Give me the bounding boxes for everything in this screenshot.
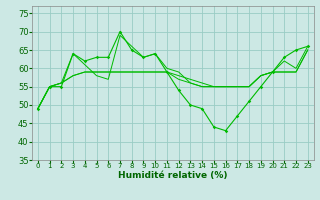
X-axis label: Humidité relative (%): Humidité relative (%) xyxy=(118,171,228,180)
